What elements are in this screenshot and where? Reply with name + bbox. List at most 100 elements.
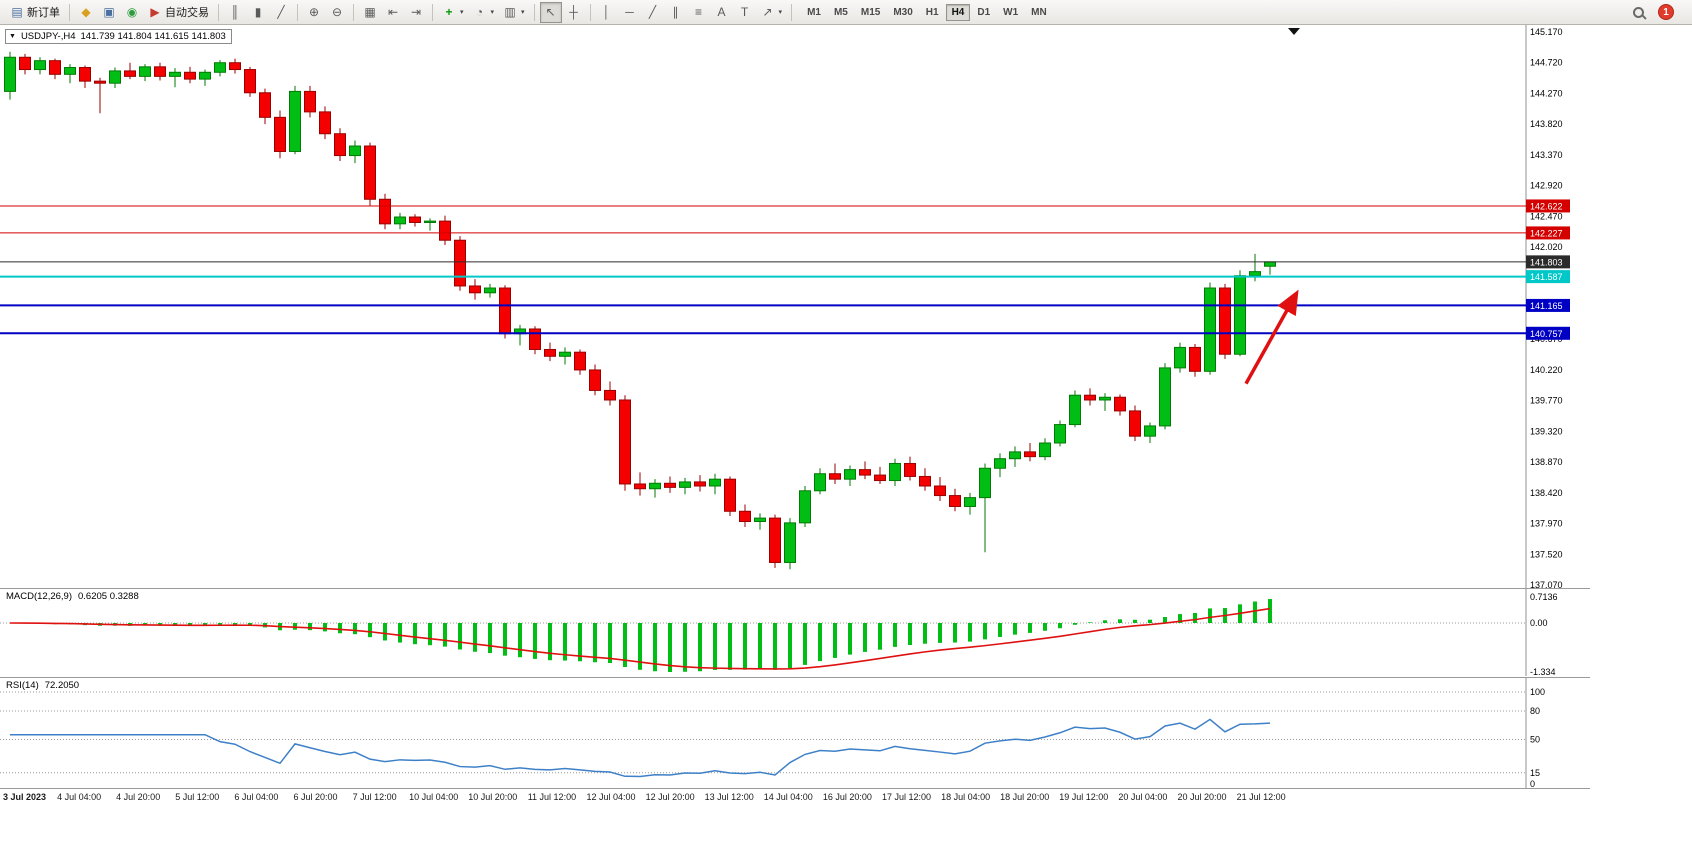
rsi-values: 72.2050 <box>44 680 80 691</box>
time-axis[interactable]: 3 Jul 2023 4 Jul 04:00 4 Jul 20:00 5 Jul 12… <box>0 788 1590 806</box>
zoom-in-button[interactable]: ⊕ <box>303 2 325 23</box>
arrows-icon: ↗ <box>762 5 773 19</box>
chart-dropdown-icon[interactable]: ▼ <box>9 33 16 40</box>
time-label: 16 Jul 20:00 <box>822 792 872 802</box>
period-button[interactable]: ◔ ▾ <box>469 2 499 23</box>
arrows-tool-button[interactable]: ↗ ▾ <box>757 2 787 23</box>
main-chart-canvas[interactable]: 145.170 144.720 144.270 143.820 143.370 142.9… <box>0 25 1590 588</box>
cursor-tool-button[interactable]: ↖ <box>539 1 562 23</box>
tile-windows-button[interactable]: ▦ <box>359 2 381 23</box>
candle <box>874 466 886 484</box>
chart-shift-icon: ⇥ <box>410 5 422 19</box>
timeframe-button-d1[interactable]: D1 <box>971 4 996 21</box>
timeframe-button-m5[interactable]: M5 <box>828 4 854 21</box>
candle <box>1069 390 1081 428</box>
new-order-button[interactable]: ▤ 新订单 <box>6 2 64 23</box>
candle-body <box>919 475 931 487</box>
candle-body <box>559 351 571 357</box>
chart-shift-marker[interactable] <box>1288 28 1300 35</box>
candle-body <box>124 70 136 77</box>
candle <box>214 59 226 77</box>
notification-badge[interactable]: 1 <box>1658 4 1674 20</box>
macd-panel[interactable]: 0.7136 0.00 -1.334 <box>0 588 1590 676</box>
candle <box>964 492 976 515</box>
web-terminal-button[interactable]: ◉ <box>121 2 143 23</box>
macd-scale-label: 0.7136 <box>1530 592 1558 602</box>
bars-chart-button[interactable]: ║ <box>224 2 246 23</box>
candle <box>1099 393 1111 411</box>
toolbar-separator <box>432 3 433 21</box>
candle <box>424 218 436 231</box>
zoom-in-icon: ⊕ <box>308 5 320 19</box>
timeframe-button-mn[interactable]: MN <box>1025 4 1053 21</box>
candle-body <box>1144 425 1156 437</box>
line-chart-button[interactable]: ╱ <box>270 2 292 23</box>
time-label: 4 Jul 04:00 <box>57 792 102 802</box>
text-tool-button[interactable]: A <box>711 2 733 23</box>
hline-141.165[interactable]: 141.165 <box>0 298 1570 312</box>
candle <box>379 193 391 230</box>
chart-title-box[interactable]: ▼ USDJPY-,H4 141.739 141.804 141.615 141… <box>5 29 232 44</box>
macd-histogram <box>23 599 1272 672</box>
timeframe-button-m30[interactable]: M30 <box>887 4 918 21</box>
search-button[interactable] <box>1629 2 1648 23</box>
timeframe-button-w1[interactable]: W1 <box>997 4 1024 21</box>
horizontal-line-tool-button[interactable]: ─ <box>619 2 641 23</box>
candle <box>814 468 826 495</box>
candle-body <box>619 399 631 485</box>
timeframe-button-m15[interactable]: M15 <box>855 4 886 21</box>
candle-body <box>109 70 121 84</box>
metaeditor-button[interactable]: ▣ <box>98 2 120 23</box>
bars-chart-icon: ║ <box>230 5 240 19</box>
text-label-tool-button[interactable]: T <box>734 2 756 23</box>
hline-142.227[interactable]: 142.227 <box>0 226 1570 240</box>
time-label: 3 Jul 2023 <box>3 792 47 802</box>
auto-scroll-button[interactable]: ⇤ <box>382 2 404 23</box>
vertical-line-tool-button[interactable]: │ <box>596 2 618 23</box>
autotrading-button[interactable]: ▶ 自动交易 <box>144 2 213 23</box>
arrow-annotation[interactable] <box>1244 289 1299 385</box>
candle-body <box>304 90 316 113</box>
candle <box>784 518 796 570</box>
hline-142.622[interactable]: 142.622 <box>0 199 1570 213</box>
templates-button[interactable]: ▥ ▾ <box>499 2 529 23</box>
strategy-tester-button[interactable]: ◆ <box>75 2 97 23</box>
time-label: 20 Jul 20:00 <box>1177 792 1227 802</box>
candle-body <box>949 495 961 507</box>
line-chart-icon: ╱ <box>277 5 285 19</box>
price-tick-label: 144.720 <box>1530 58 1563 68</box>
candlestick-chart-button[interactable]: ▮ <box>247 2 269 23</box>
timeframe-button-h4[interactable]: H4 <box>945 3 971 21</box>
zoom-out-button[interactable]: ⊖ <box>326 2 348 23</box>
candle-body <box>139 66 151 77</box>
candle <box>19 53 31 75</box>
rsi-scale-label: 50 <box>1530 735 1540 745</box>
time-label: 6 Jul 04:00 <box>234 792 279 802</box>
candle <box>94 77 106 114</box>
channel-tool-button[interactable]: ∥ <box>665 2 687 23</box>
candle <box>1159 363 1171 430</box>
macd-scale-label: 0.00 <box>1530 618 1548 628</box>
indicators-button[interactable]: + ▾ <box>438 2 468 23</box>
rsi-panel[interactable]: 100 80 50 150 <box>0 677 1590 789</box>
candle-body <box>889 462 901 482</box>
rsi-scale-label: 0 <box>1530 779 1535 789</box>
timeframe-button-h1[interactable]: H1 <box>920 4 945 21</box>
hline-141.587[interactable]: 141.587 <box>0 270 1570 284</box>
hline-140.757[interactable]: 140.757 <box>0 326 1570 340</box>
candle <box>1174 342 1186 373</box>
time-label: 18 Jul 20:00 <box>1000 792 1050 802</box>
chart-ohlc-values: 141.739 141.804 141.615 141.803 <box>80 31 226 42</box>
crosshair-tool-button[interactable]: ┼ <box>563 2 585 23</box>
time-label: 7 Jul 12:00 <box>352 792 397 802</box>
candle-body <box>649 482 661 490</box>
candle <box>274 110 286 159</box>
timeframe-button-m1[interactable]: M1 <box>801 4 827 21</box>
candle <box>829 463 841 484</box>
candle-body <box>1099 396 1111 401</box>
time-label: 12 Jul 04:00 <box>586 792 636 802</box>
hline-141.803[interactable]: 141.803 <box>0 255 1570 269</box>
trendline-tool-button[interactable]: ╱ <box>642 2 664 23</box>
chart-shift-button[interactable]: ⇥ <box>405 2 427 23</box>
fibonacci-tool-button[interactable]: ≡ <box>688 2 710 23</box>
